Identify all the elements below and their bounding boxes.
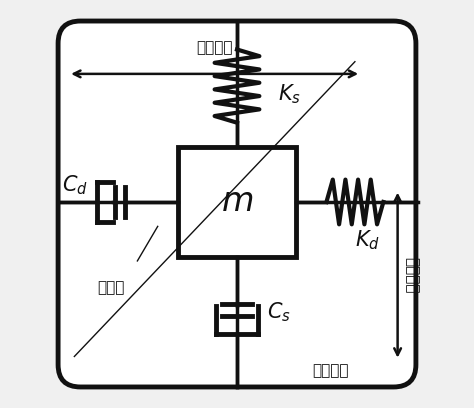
Text: 质量块: 质量块 [97,280,125,295]
Text: $K_s$: $K_s$ [278,82,301,106]
FancyBboxPatch shape [58,21,416,387]
Text: $K_d$: $K_d$ [355,228,380,252]
Text: 检测方向: 检测方向 [404,257,419,293]
Bar [179,148,295,256]
Text: 外框支架: 外框支架 [312,363,349,378]
Text: $C_s$: $C_s$ [267,300,292,324]
Text: 驱动方向: 驱动方向 [196,40,233,55]
Text: $C_d$: $C_d$ [62,173,88,197]
Text: $m$: $m$ [221,186,253,218]
Bar [178,147,296,257]
